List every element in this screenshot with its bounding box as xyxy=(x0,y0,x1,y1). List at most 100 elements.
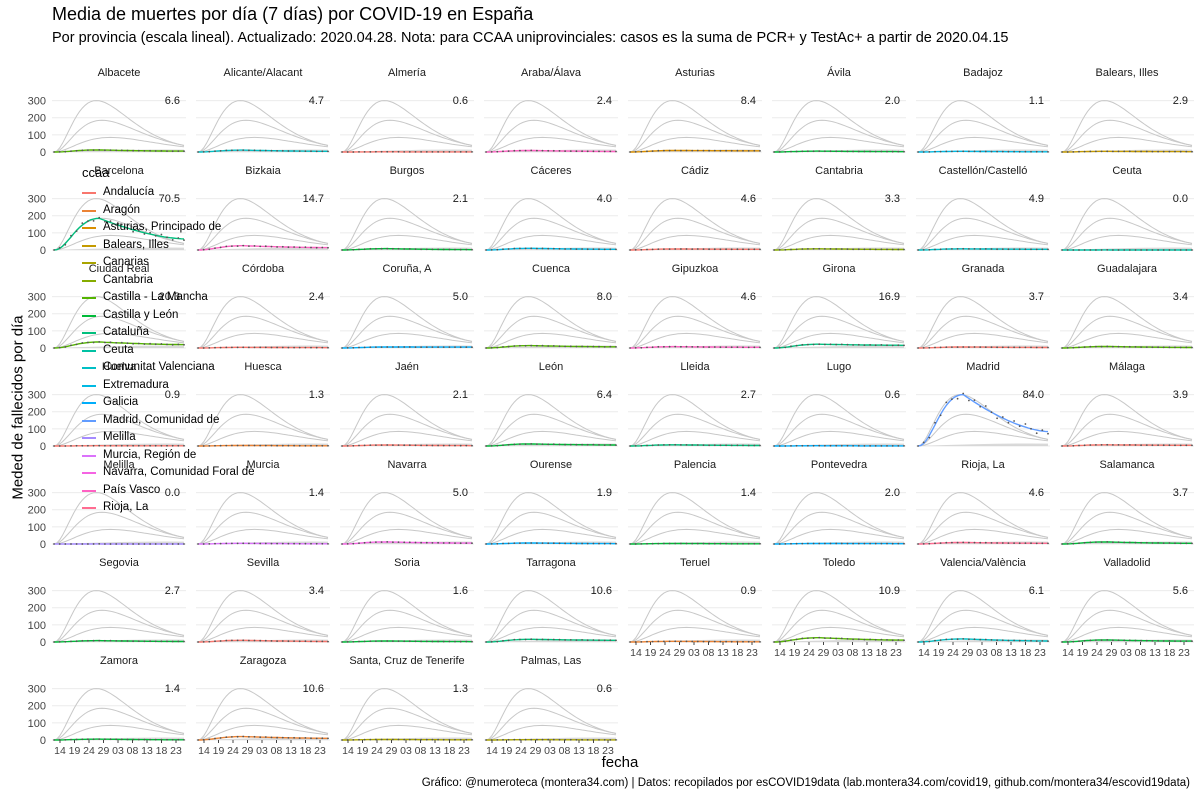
legend-items: Andalucía Aragón Asturias, Principado de Ba… xyxy=(80,184,255,517)
data-point xyxy=(730,444,733,447)
data-point xyxy=(603,542,606,545)
data-point xyxy=(680,444,682,446)
data-point xyxy=(281,245,284,248)
data-point xyxy=(615,739,617,741)
data-point xyxy=(702,444,705,446)
data-point xyxy=(1095,150,1097,153)
data-point xyxy=(922,543,925,545)
data-point xyxy=(869,248,871,251)
data-point xyxy=(276,150,278,152)
legend-label: Castilla y León xyxy=(103,308,179,321)
data-point xyxy=(536,738,538,741)
data-point xyxy=(442,346,445,348)
facet-strip-label: Cuenca xyxy=(532,263,571,275)
facet-value-label: 6.1 xyxy=(1029,585,1044,597)
data-point xyxy=(242,346,245,349)
legend-entry: Murcia, Región de xyxy=(80,447,255,465)
data-point xyxy=(840,637,843,640)
data-point xyxy=(197,739,199,741)
data-point xyxy=(485,249,487,251)
data-point xyxy=(236,542,239,545)
data-point xyxy=(541,738,544,741)
legend-key-line xyxy=(82,472,96,474)
data-point xyxy=(420,346,422,348)
data-point xyxy=(137,543,140,545)
data-point xyxy=(120,738,123,741)
data-point xyxy=(304,444,307,447)
data-point xyxy=(1035,542,1038,545)
data-point xyxy=(375,247,377,250)
data-point xyxy=(75,343,78,346)
data-point xyxy=(70,150,72,153)
data-point xyxy=(154,444,157,447)
data-point xyxy=(869,344,871,346)
facet-strip-label: Sevilla xyxy=(247,557,280,569)
data-point xyxy=(414,541,417,544)
data-point xyxy=(202,641,205,643)
data-point xyxy=(465,542,468,544)
data-point xyxy=(214,640,216,643)
x-tick-label: 14 xyxy=(1062,647,1074,659)
data-point xyxy=(956,346,959,348)
data-point xyxy=(92,444,95,447)
x-tick-label: 24 xyxy=(947,647,959,659)
data-point xyxy=(928,346,931,349)
reference-curve xyxy=(1061,394,1193,447)
facet-value-label: 5.0 xyxy=(453,291,468,303)
data-point xyxy=(171,239,174,241)
data-point xyxy=(973,541,976,544)
data-point xyxy=(287,737,290,739)
x-tick-label: 13 xyxy=(1005,647,1017,659)
reference-curve xyxy=(773,198,905,251)
data-point xyxy=(425,346,428,348)
data-point xyxy=(1001,346,1004,349)
data-point xyxy=(934,150,936,153)
data-point xyxy=(92,149,95,152)
data-point xyxy=(773,641,775,643)
data-point xyxy=(575,443,578,446)
data-point xyxy=(759,150,761,152)
data-point xyxy=(420,151,422,153)
data-point xyxy=(1041,150,1044,153)
data-point xyxy=(1066,151,1069,153)
x-tick-label: 18 xyxy=(1164,647,1176,659)
reference-curve xyxy=(773,100,905,153)
data-point xyxy=(454,248,456,251)
facet-strip-label: Tarragona xyxy=(526,557,576,569)
x-tick-label: 14 xyxy=(918,647,930,659)
data-point xyxy=(736,346,739,348)
data-point xyxy=(437,541,439,544)
data-point xyxy=(790,445,792,447)
reference-curve xyxy=(629,234,761,251)
data-point xyxy=(759,346,761,349)
data-point xyxy=(880,344,883,346)
data-point xyxy=(1145,346,1148,348)
legend-label: País Vasco xyxy=(103,483,161,496)
data-point xyxy=(696,345,699,348)
data-point xyxy=(293,150,295,152)
reference-curve xyxy=(1061,332,1193,349)
data-point xyxy=(363,541,366,544)
y-tick-label: 0 xyxy=(40,539,46,551)
data-point xyxy=(685,640,688,643)
data-point xyxy=(801,150,804,153)
data-point xyxy=(137,738,140,741)
data-point xyxy=(109,149,112,152)
data-point xyxy=(956,150,959,153)
facet-strip-label: Segovia xyxy=(99,557,140,569)
y-tick-label: 200 xyxy=(28,113,46,125)
data-point xyxy=(363,640,366,643)
data-point xyxy=(759,248,761,251)
x-tick-label: 13 xyxy=(861,647,873,659)
data-point xyxy=(264,245,267,248)
x-tick-label: 14 xyxy=(54,745,66,757)
data-point xyxy=(1162,542,1165,544)
legend-entry: Navarra, Comunidad Foral de xyxy=(80,464,255,482)
facet-value-label: 3.9 xyxy=(1173,389,1188,401)
facet-value-label: 14.7 xyxy=(303,193,324,205)
series-line xyxy=(774,542,904,545)
legend-label: Navarra, Comunidad Foral de xyxy=(103,466,255,478)
